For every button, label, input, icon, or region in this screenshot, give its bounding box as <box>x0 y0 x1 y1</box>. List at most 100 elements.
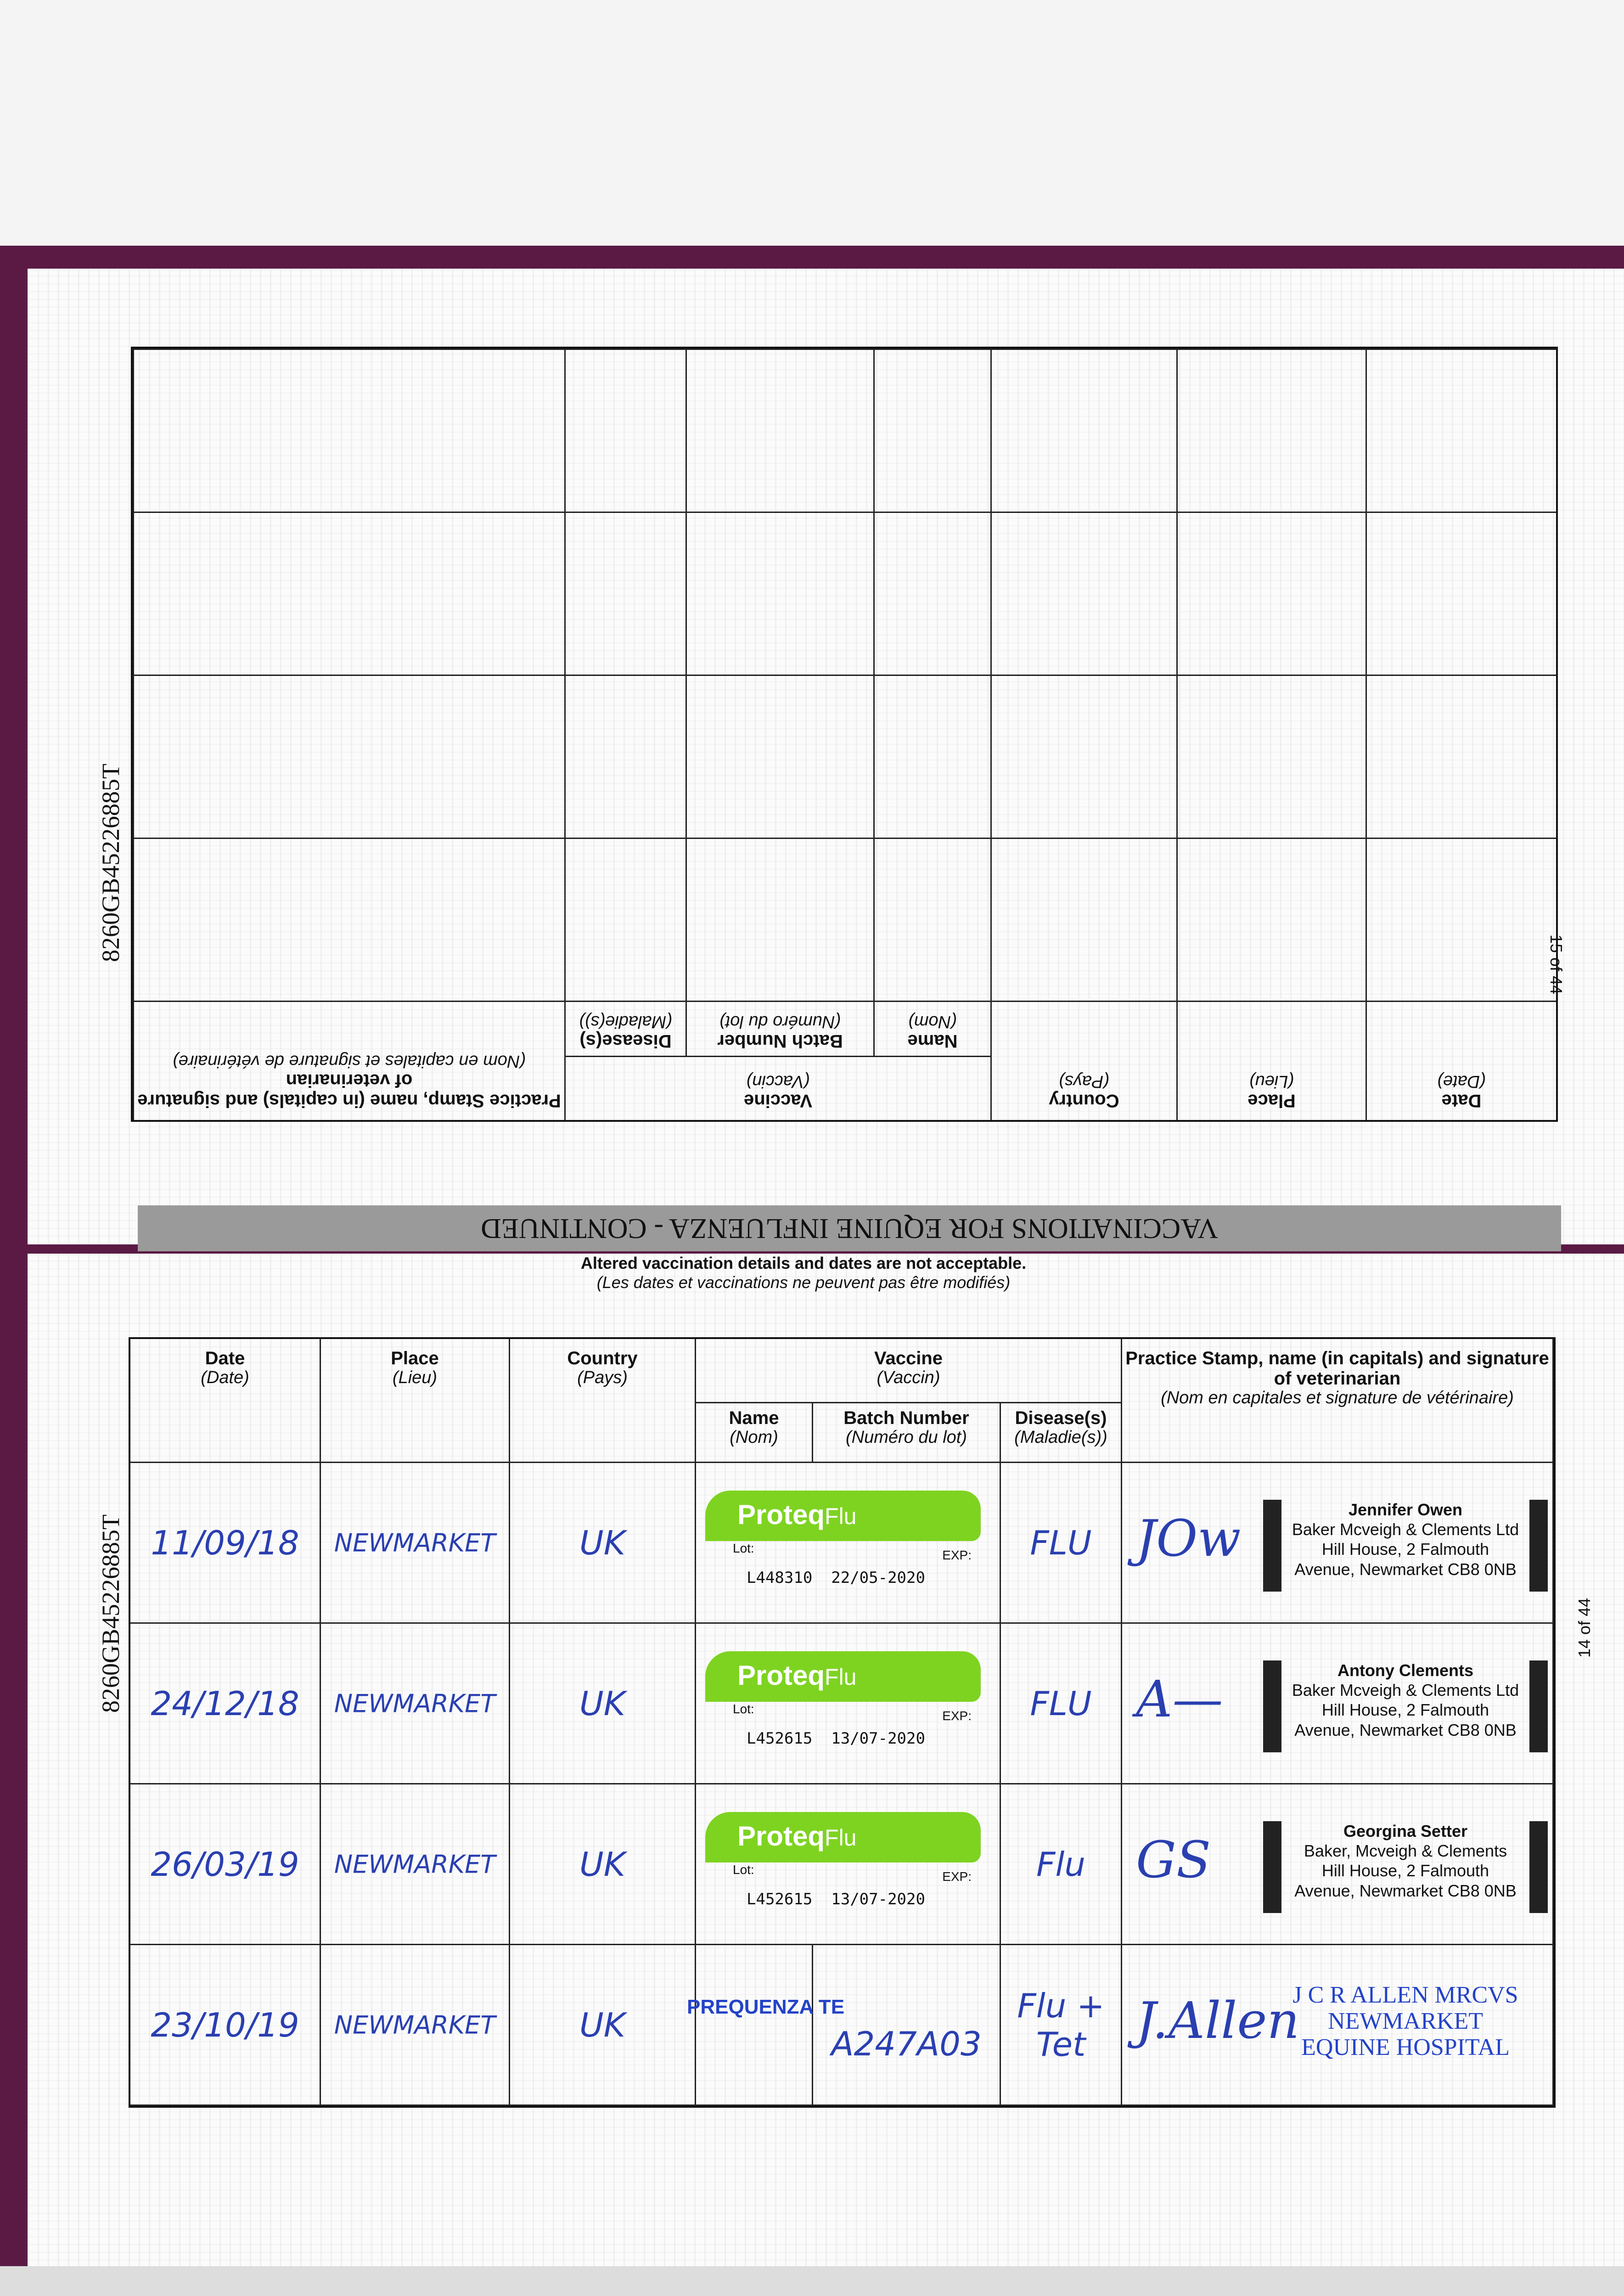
signature: A— <box>1136 1670 1223 1728</box>
signature: GS <box>1136 1830 1211 1889</box>
text-label: L452615 <box>747 1890 813 1908</box>
empty-cell <box>686 675 873 838</box>
header-date: Date (Date) <box>1366 1001 1556 1120</box>
empty-cell <box>1366 512 1556 675</box>
text-label: (Date) <box>1437 1072 1486 1091</box>
stamp-bar <box>1263 1821 1281 1913</box>
stamp-signature-cell: GS Georgina Setter Baker, Mcveigh & Cleme… <box>1122 1784 1554 1945</box>
empty-cell <box>1176 838 1366 1001</box>
date-cell: 11/09/18 <box>130 1463 321 1624</box>
empty-cell <box>1366 675 1556 838</box>
text-label: Avenue, Newmarket CB8 0NB <box>1294 1559 1517 1579</box>
empty-cell <box>1176 349 1366 512</box>
disease-cell: Flu + Tet <box>1001 1945 1122 2106</box>
text-label: Disease(s) <box>579 1031 672 1051</box>
empty-cell <box>564 675 686 838</box>
stamp-signature-cell: A— Antony Clements Baker Mcveigh & Clemen… <box>1122 1624 1554 1784</box>
text-label: NEWMARKET <box>334 1689 496 1718</box>
text-label: UK <box>579 1523 625 1562</box>
stamp-signature-cell: JOw Jennifer Owen Baker Mcveigh & Clement… <box>1122 1463 1554 1624</box>
empty-cell <box>564 512 686 675</box>
text-label: PREQUENZA TE <box>687 1996 845 2018</box>
text-label: EXP: <box>942 1869 972 1884</box>
text-label: Practice Stamp, name (in capitals) and s… <box>1125 1348 1549 1389</box>
text-label: UK <box>579 1684 625 1723</box>
text-label: 23/10/19 <box>151 2005 299 2044</box>
text-label: (Nom) <box>908 1012 957 1031</box>
empty-cell <box>686 838 873 1001</box>
text-label: Proteq <box>737 1499 825 1530</box>
country-cell: UK <box>510 1624 696 1784</box>
text-label: (Vaccin) <box>877 1368 940 1387</box>
text-label: L448310 <box>747 1569 813 1587</box>
notice-en: Altered vaccination details and dates ar… <box>580 1254 1027 1272</box>
header-country: Country (Pays) <box>510 1339 696 1463</box>
empty-cell <box>133 838 564 1001</box>
text-label: Proteq <box>737 1821 825 1851</box>
disease-cell: Flu <box>1001 1784 1122 1945</box>
text-label: Antony Clements <box>1337 1661 1474 1680</box>
text-label: Hill House, 2 Falmouth <box>1321 1700 1489 1720</box>
empty-cell <box>1176 675 1366 838</box>
scan-edge <box>0 2266 1624 2296</box>
stamp-bar <box>1529 1500 1548 1592</box>
header-disease: Disease(s) (Maladie(s)) <box>1001 1403 1122 1463</box>
text-label: Hill House, 2 Falmouth <box>1321 1861 1489 1880</box>
place-cell: NEWMARKET <box>321 1945 510 2106</box>
empty-cell <box>990 349 1176 512</box>
date-cell: 24/12/18 <box>130 1624 321 1784</box>
header-date: Date (Date) <box>130 1339 321 1463</box>
text-label: Date <box>1441 1091 1482 1111</box>
vaccine-sticker-cell: ProteqFlu Lot: EXP: L448310 22/05-2020 <box>696 1463 1001 1624</box>
text-label: Flu <box>825 1503 857 1529</box>
empty-cell <box>990 675 1176 838</box>
practice-stamp: Georgina Setter Baker, Mcveigh & Clements… <box>1286 1821 1525 1901</box>
text-label: Place <box>1248 1091 1296 1111</box>
text-label: Name <box>729 1408 779 1428</box>
empty-cell <box>990 838 1176 1001</box>
text-label: A247A03 <box>831 2025 982 2064</box>
bottom-page: Altered vaccination details and dates ar… <box>28 1254 1624 2268</box>
proteqflu-sticker: ProteqFlu Lot: EXP: L452615 13/07-2020 <box>705 1812 981 1927</box>
top-page-upside-down: 8260GB45226885T 15 of 44 Date (Date) Place… <box>28 269 1624 1244</box>
header-place: Place (Lieu) <box>1176 1001 1366 1120</box>
text-label: UK <box>579 1845 625 1884</box>
text-label: Date <box>205 1348 245 1368</box>
empty-cell <box>873 349 990 512</box>
header-place: Place (Lieu) <box>321 1339 510 1463</box>
empty-cell <box>1176 512 1366 675</box>
text-label: Name <box>907 1031 958 1051</box>
empty-cell <box>133 349 564 512</box>
place-cell: NEWMARKET <box>321 1624 510 1784</box>
empty-cell <box>873 675 990 838</box>
text-label: Baker Mcveigh & Clements Ltd <box>1292 1520 1519 1539</box>
header-batch: Batch Number (Numéro du lot) <box>813 1403 1001 1463</box>
stamp-bar <box>1263 1500 1281 1592</box>
text-label: Lot: <box>733 1541 754 1555</box>
text-label: Georgina Setter <box>1343 1822 1468 1840</box>
header-stamp: Practice Stamp, name (in capitals) and s… <box>133 1001 564 1120</box>
proteqflu-sticker: ProteqFlu Lot: EXP: L448310 22/05-2020 <box>705 1491 981 1605</box>
text-label: Practice Stamp, name (in capitals) and s… <box>137 1070 561 1111</box>
text-label: (Numéro du lot) <box>719 1012 841 1031</box>
text-label: (Nom en capitales et signature de vétéri… <box>173 1052 526 1071</box>
horse-id: 8260GB45226885T <box>97 1514 124 1713</box>
top-vaccination-table: Date (Date) Place (Lieu) Country (Pays) Vaccin… <box>131 347 1558 1122</box>
practice-stamp: J C R ALLEN MRCVS NEWMARKET EQUINE HOSPITA… <box>1286 1982 1525 2061</box>
text-label: EXP: <box>942 1709 972 1723</box>
text-label: Flu + Tet <box>1017 1986 1105 2064</box>
text-label: Country <box>1049 1091 1119 1111</box>
empty-cell <box>133 512 564 675</box>
text-label: EQUINE HOSPITAL <box>1301 2034 1510 2061</box>
signature: J.Allen <box>1136 1991 1300 2050</box>
text-label: (Lieu) <box>392 1368 438 1387</box>
text-label: (Lieu) <box>1249 1072 1294 1091</box>
empty-cell <box>1366 838 1556 1001</box>
vaccine-sticker-cell: ProteqFlu Lot: EXP: L452615 13/07-2020 <box>696 1784 1001 1945</box>
vaccination-table: Date (Date) Place (Lieu) Country (Pays) Vaccin… <box>129 1337 1556 2108</box>
place-cell: NEWMARKET <box>321 1463 510 1624</box>
vaccine-sticker-cell: ProteqFlu Lot: EXP: L452615 13/07-2020 <box>696 1624 1001 1784</box>
text-label: Place <box>391 1348 439 1368</box>
text-label: FLU <box>1030 1684 1092 1723</box>
text-label: Disease(s) <box>1015 1408 1107 1428</box>
